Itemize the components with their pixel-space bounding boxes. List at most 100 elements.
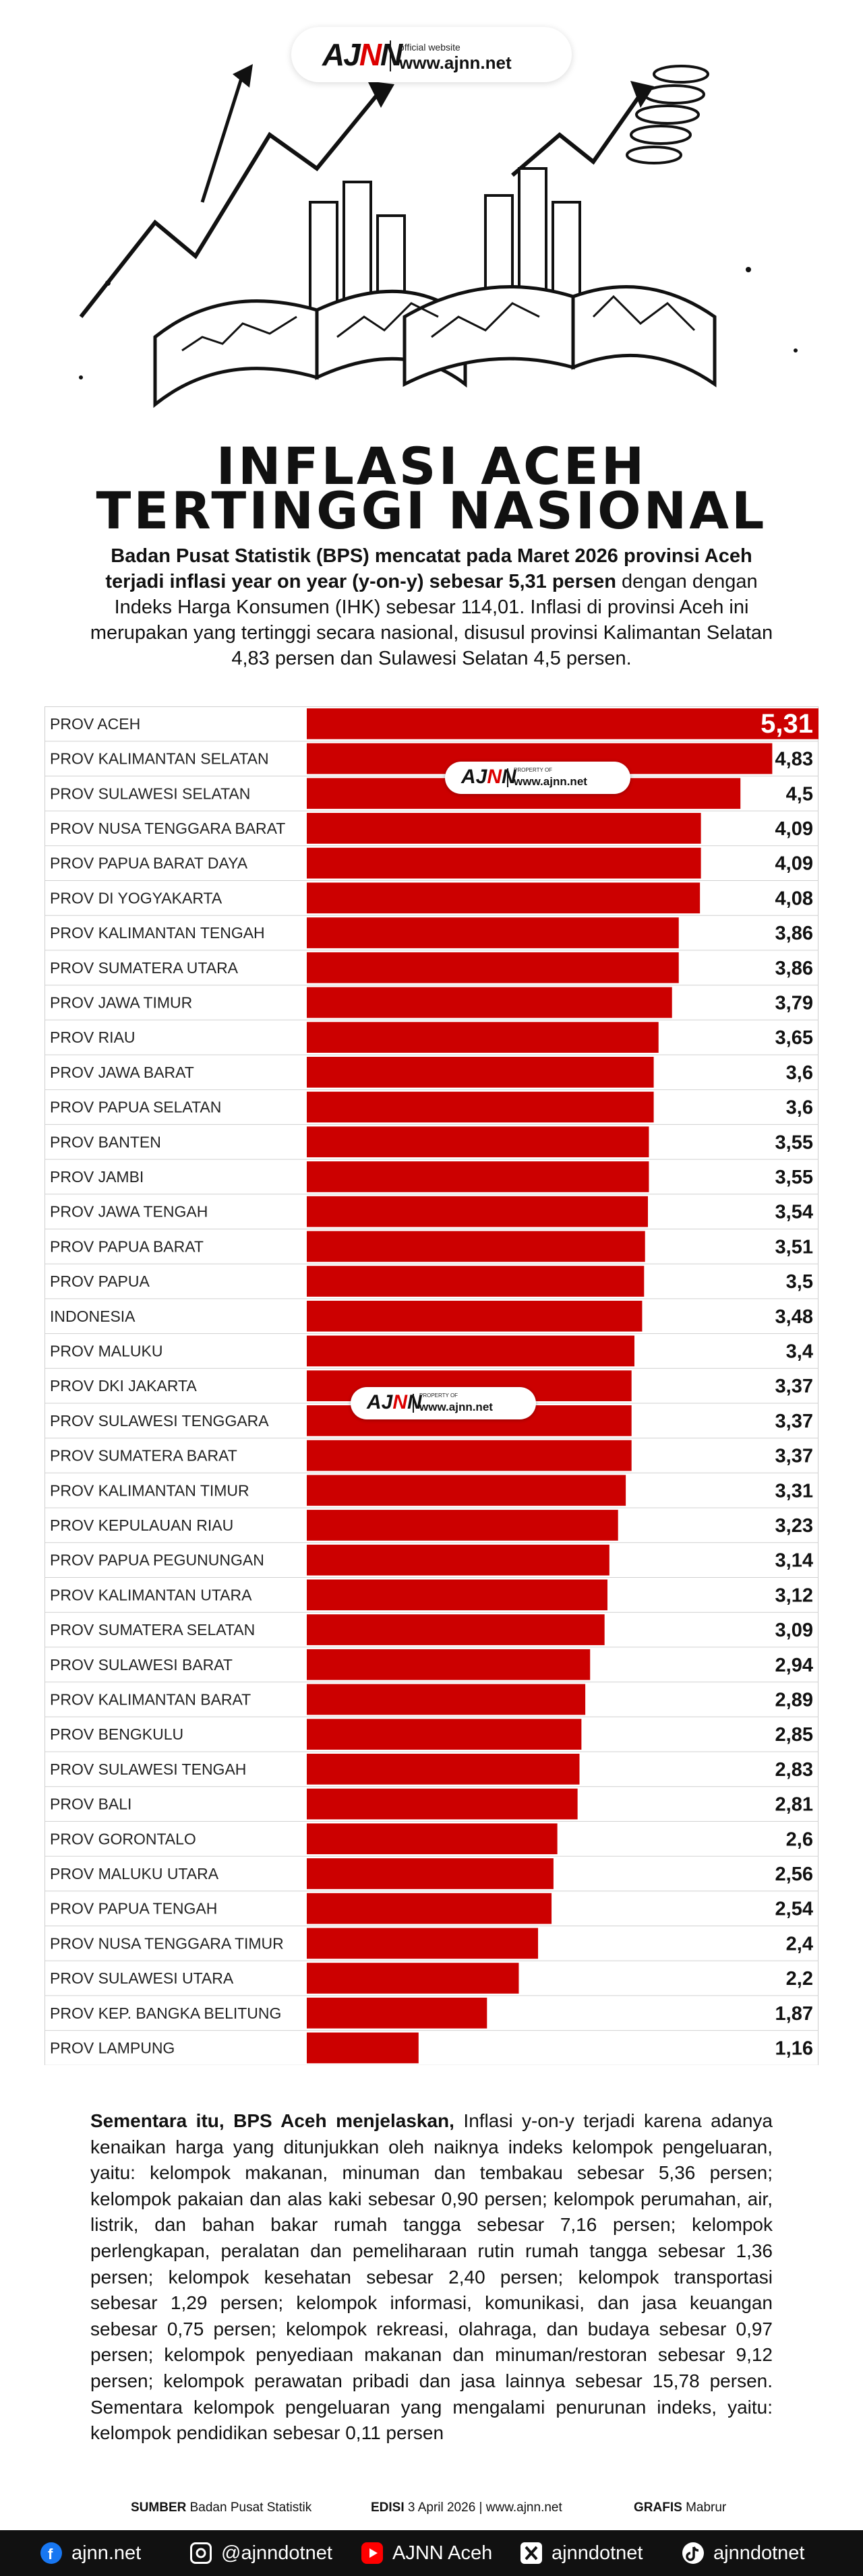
value-label: 2,81 bbox=[775, 1794, 813, 1816]
value-label: 3,37 bbox=[775, 1376, 813, 1397]
bar bbox=[307, 1963, 519, 1994]
social-bar: f ajnn.net @ajnndotnet AJNN Aceh ajnndot… bbox=[0, 2530, 863, 2576]
bar bbox=[307, 1335, 634, 1367]
source-label: SUMBER bbox=[131, 2501, 187, 2515]
value-label: 2,85 bbox=[775, 1724, 813, 1746]
value-label: 4,83 bbox=[775, 749, 813, 770]
bar bbox=[307, 1231, 645, 1262]
category-label: PROV PAPUA BARAT bbox=[50, 1237, 204, 1255]
value-label: 2,56 bbox=[775, 1864, 813, 1885]
bar bbox=[307, 1544, 609, 1576]
social-facebook[interactable]: f ajnn.net bbox=[40, 2542, 141, 2564]
watermark-url: www.ajnn.net bbox=[419, 1401, 493, 1413]
value-label: 3,37 bbox=[775, 1411, 813, 1432]
value-label: 3,6 bbox=[786, 1062, 813, 1084]
explanation-paragraph: Sementara itu, BPS Aceh menjelaskan, Inf… bbox=[90, 2108, 773, 2447]
category-label: PROV BENGKULU bbox=[50, 1725, 183, 1743]
bar bbox=[307, 847, 701, 879]
bar bbox=[307, 1719, 582, 1750]
category-label: PROV KALIMANTAN TIMUR bbox=[50, 1481, 249, 1499]
bar bbox=[307, 2032, 419, 2064]
value-label: 3,86 bbox=[775, 958, 813, 979]
category-label: PROV SULAWESI TENGGARA bbox=[50, 1412, 269, 1430]
watermark-url: www.ajnn.net bbox=[514, 775, 587, 788]
value-label: 3,5 bbox=[786, 1271, 813, 1293]
headline-line-2: TERTINGGI NASIONAL bbox=[96, 481, 767, 541]
credits-bar: SUMBER Badan Pusat Statistik EDISI 3 Apr… bbox=[0, 2494, 863, 2521]
value-label: 3,48 bbox=[775, 1306, 813, 1328]
website-url[interactable]: www.ajnn.net bbox=[399, 53, 512, 73]
bar bbox=[307, 1440, 632, 1471]
category-label: PROV PAPUA PEGUNUNGAN bbox=[50, 1552, 264, 1569]
category-label: PROV SUMATERA UTARA bbox=[50, 959, 239, 977]
social-instagram[interactable]: @ajnndotnet bbox=[190, 2542, 332, 2564]
bar bbox=[307, 1684, 586, 1715]
value-label: 3,79 bbox=[775, 992, 813, 1014]
facebook-handle: ajnn.net bbox=[71, 2542, 142, 2564]
category-label: PROV ACEH bbox=[50, 715, 140, 733]
brand-logo-pill[interactable] bbox=[291, 27, 572, 82]
brand-logo: AJNN bbox=[322, 37, 403, 72]
bar bbox=[307, 708, 819, 739]
x-icon bbox=[520, 2542, 542, 2564]
bar bbox=[307, 1788, 578, 1820]
x-handle: ajnndotnet bbox=[552, 2542, 643, 2564]
svg-text:f: f bbox=[48, 2546, 53, 2563]
value-label: 1,87 bbox=[775, 2003, 813, 2025]
official-website-label: official website bbox=[399, 42, 460, 53]
edition-label: EDISI bbox=[371, 2501, 405, 2515]
category-label: PROV KALIMANTAN BARAT bbox=[50, 1690, 251, 1708]
bar bbox=[307, 1579, 607, 1611]
category-label: PROV SULAWESI BARAT bbox=[50, 1656, 233, 1674]
bar bbox=[307, 1300, 643, 1332]
value-label: 3,54 bbox=[775, 1202, 813, 1223]
graphic-value: Mabrur bbox=[686, 2501, 727, 2515]
value-label: 4,5 bbox=[786, 783, 813, 805]
category-label: PROV JAMBI bbox=[50, 1168, 144, 1186]
value-label: 4,09 bbox=[775, 853, 813, 875]
tiktok-icon bbox=[682, 2542, 704, 2564]
category-label: PROV GORONTALO bbox=[50, 1830, 196, 1847]
category-label: INDONESIA bbox=[50, 1308, 136, 1325]
bar bbox=[307, 1057, 654, 1088]
value-label: 2,54 bbox=[775, 1899, 813, 1920]
category-label: PROV NUSA TENGGARA TIMUR bbox=[50, 1934, 284, 1952]
facebook-icon: f bbox=[40, 2542, 62, 2564]
category-label: PROV SULAWESI SELATAN bbox=[50, 785, 250, 802]
bar bbox=[307, 1928, 539, 1959]
category-label: PROV BANTEN bbox=[50, 1133, 161, 1151]
watermark-1: AJNN PROPERTY OF www.ajnn.net bbox=[445, 762, 630, 794]
logo-divider bbox=[390, 40, 391, 71]
category-label: PROV NUSA TENGGARA BARAT bbox=[50, 820, 285, 837]
value-label: 4,08 bbox=[775, 888, 813, 909]
value-label: 3,4 bbox=[786, 1341, 813, 1362]
bar bbox=[307, 1858, 554, 1889]
category-label: PROV SULAWESI TENGAH bbox=[50, 1760, 246, 1778]
bar bbox=[307, 1126, 649, 1158]
value-label: 2,6 bbox=[786, 1829, 813, 1850]
social-x[interactable]: ajnndotnet bbox=[520, 2542, 643, 2564]
bar bbox=[307, 1893, 552, 1924]
category-label: PROV DKI JAKARTA bbox=[50, 1377, 197, 1394]
value-label: 1,16 bbox=[775, 2037, 813, 2059]
value-label: 2,89 bbox=[775, 1689, 813, 1711]
graphic-label: GRAFIS bbox=[634, 2501, 682, 2515]
explanation-bold: Sementara itu, BPS Aceh menjelaskan, bbox=[90, 2110, 454, 2131]
social-tiktok[interactable]: ajnndotnet bbox=[682, 2542, 804, 2564]
value-label: 2,94 bbox=[775, 1655, 813, 1676]
bar bbox=[307, 1754, 580, 1785]
category-label: PROV DI YOGYAKARTA bbox=[50, 889, 222, 907]
social-youtube[interactable]: AJNN Aceh bbox=[361, 2542, 492, 2564]
books-chart-illustration bbox=[79, 64, 798, 408]
category-label: PROV BALI bbox=[50, 1796, 131, 1813]
category-label: PROV RIAU bbox=[50, 1029, 136, 1046]
watermark-label: PROPERTY OF bbox=[514, 767, 553, 773]
value-label: 3,51 bbox=[775, 1236, 813, 1258]
headline-line-1: INFLASI ACEH bbox=[216, 436, 647, 496]
bar bbox=[307, 1475, 626, 1506]
bar bbox=[307, 987, 672, 1018]
value-label: 2,4 bbox=[786, 1933, 813, 1955]
bar bbox=[307, 1196, 648, 1227]
explanation-rest: Inflasi y-on-y terjadi karena adanya ken… bbox=[90, 2110, 773, 2444]
youtube-handle: AJNN Aceh bbox=[392, 2542, 493, 2564]
